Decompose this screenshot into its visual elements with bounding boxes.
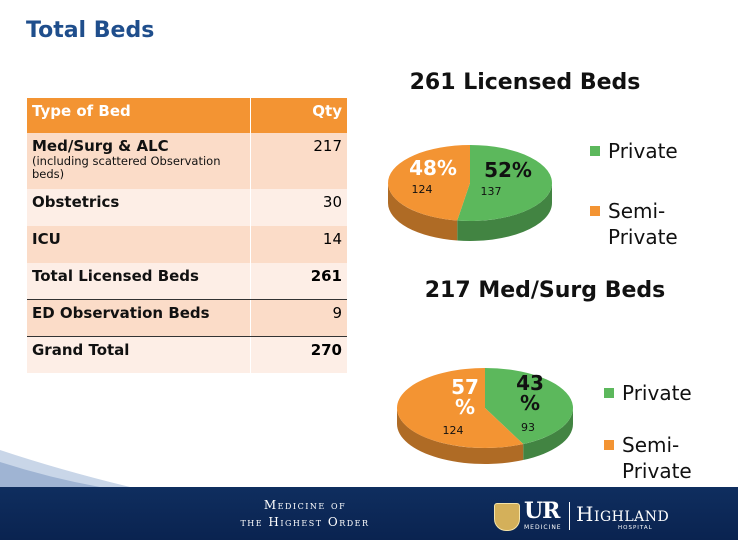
row-qty: 270 (250, 336, 347, 373)
beds-table: Type of Bed Qty Med/Surg & ALC (includin… (27, 98, 347, 373)
row-name: Grand Total (27, 336, 251, 373)
page-title: Total Beds (26, 18, 155, 43)
pie-percent-label-0: 43% (516, 371, 544, 415)
row-name: Med/Surg & ALC (32, 137, 169, 155)
row-name-cell: Med/Surg & ALC (including scattered Obse… (27, 133, 251, 189)
chart1-legend: Private Semi-Private (590, 138, 730, 258)
legend-swatch-private (590, 146, 600, 156)
table-header-row: Type of Bed Qty (27, 98, 347, 133)
table-row: ED Observation Beds 9 (27, 299, 347, 337)
legend-swatch-semi-private (590, 206, 600, 216)
seal-icon (494, 503, 520, 531)
pie-value-label-1: 124 (443, 424, 464, 437)
ur-highland-logo: UR MEDICINE Highland HOSPITAL (494, 498, 694, 534)
pie-value-label-0: 93 (521, 421, 535, 434)
row-qty: 30 (250, 189, 347, 226)
table-row: ICU 14 (27, 226, 347, 263)
pie-value-label-1: 124 (412, 183, 433, 196)
chart2-pie: 43 % 93 57 % 124 (397, 368, 574, 464)
legend-label-private: Private (622, 381, 692, 405)
row-name: Total Licensed Beds (27, 263, 251, 300)
pie-slice-side-0 (523, 408, 573, 461)
logo-hospital: HOSPITAL (618, 525, 653, 531)
row-qty: 9 (250, 299, 347, 337)
legend-swatch-semi-private (604, 440, 614, 450)
footer-bar (0, 487, 738, 540)
legend-label-semi-private: Semi-Private (608, 199, 678, 249)
pie-value-label-0: 137 (481, 185, 502, 198)
chart2-legend: Private Semi-Private (604, 380, 734, 490)
row-qty: 14 (250, 226, 347, 263)
header-type-of-bed: Type of Bed (27, 98, 251, 133)
logo-highland: Highland (576, 502, 670, 526)
pie-percent-label-0: 52% (484, 158, 532, 182)
logo-divider (569, 502, 570, 530)
pie-percent-label-1: 57% (451, 375, 479, 419)
header-qty: Qty (250, 98, 347, 133)
pie-slice-side-1 (397, 408, 524, 464)
chart1-pie: 52% 137 48% 124 (387, 145, 552, 241)
motto-line-2: the Highest Order (240, 515, 370, 529)
logo-medicine: MEDICINE (524, 524, 562, 531)
background-swoosh (0, 450, 130, 487)
motto-line-1: Medicine of (263, 498, 347, 512)
chart1-title: 261 Licensed Beds (409, 70, 641, 95)
pie-slice-side-0 (457, 183, 552, 241)
legend-label-private: Private (608, 139, 678, 163)
row-qty: 217 (250, 133, 347, 189)
table-row: Grand Total 270 (27, 336, 347, 373)
legend-swatch-private (604, 388, 614, 398)
logo-ur: UR (524, 498, 560, 524)
row-name: Obstetrics (27, 189, 251, 226)
row-note: (including scattered Observation beds) (32, 154, 221, 181)
pie-slice-0 (485, 368, 574, 445)
row-name: ED Observation Beds (27, 299, 251, 337)
table-row: Total Licensed Beds 261 (27, 263, 347, 300)
table-row: Med/Surg & ALC (including scattered Obse… (27, 133, 347, 189)
footer-motto: Medicine of the Highest Order (200, 497, 410, 531)
pie-slice-1 (397, 368, 524, 448)
pie-slice-0 (457, 145, 552, 221)
legend-label-semi-private: Semi-Private (622, 433, 692, 483)
row-qty: 261 (250, 263, 347, 300)
pie-percent-label-1: 48% (409, 156, 457, 180)
row-name: ICU (27, 226, 251, 263)
chart2-title: 217 Med/Surg Beds (424, 278, 666, 303)
pie-slice-side-1 (388, 183, 458, 241)
table-row: Obstetrics 30 (27, 189, 347, 226)
pie-slice-1 (387, 145, 470, 221)
